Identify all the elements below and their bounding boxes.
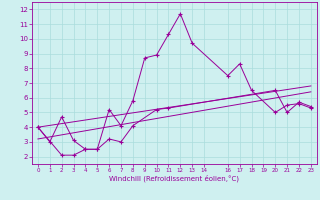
X-axis label: Windchill (Refroidissement éolien,°C): Windchill (Refroidissement éolien,°C) [109,175,239,182]
